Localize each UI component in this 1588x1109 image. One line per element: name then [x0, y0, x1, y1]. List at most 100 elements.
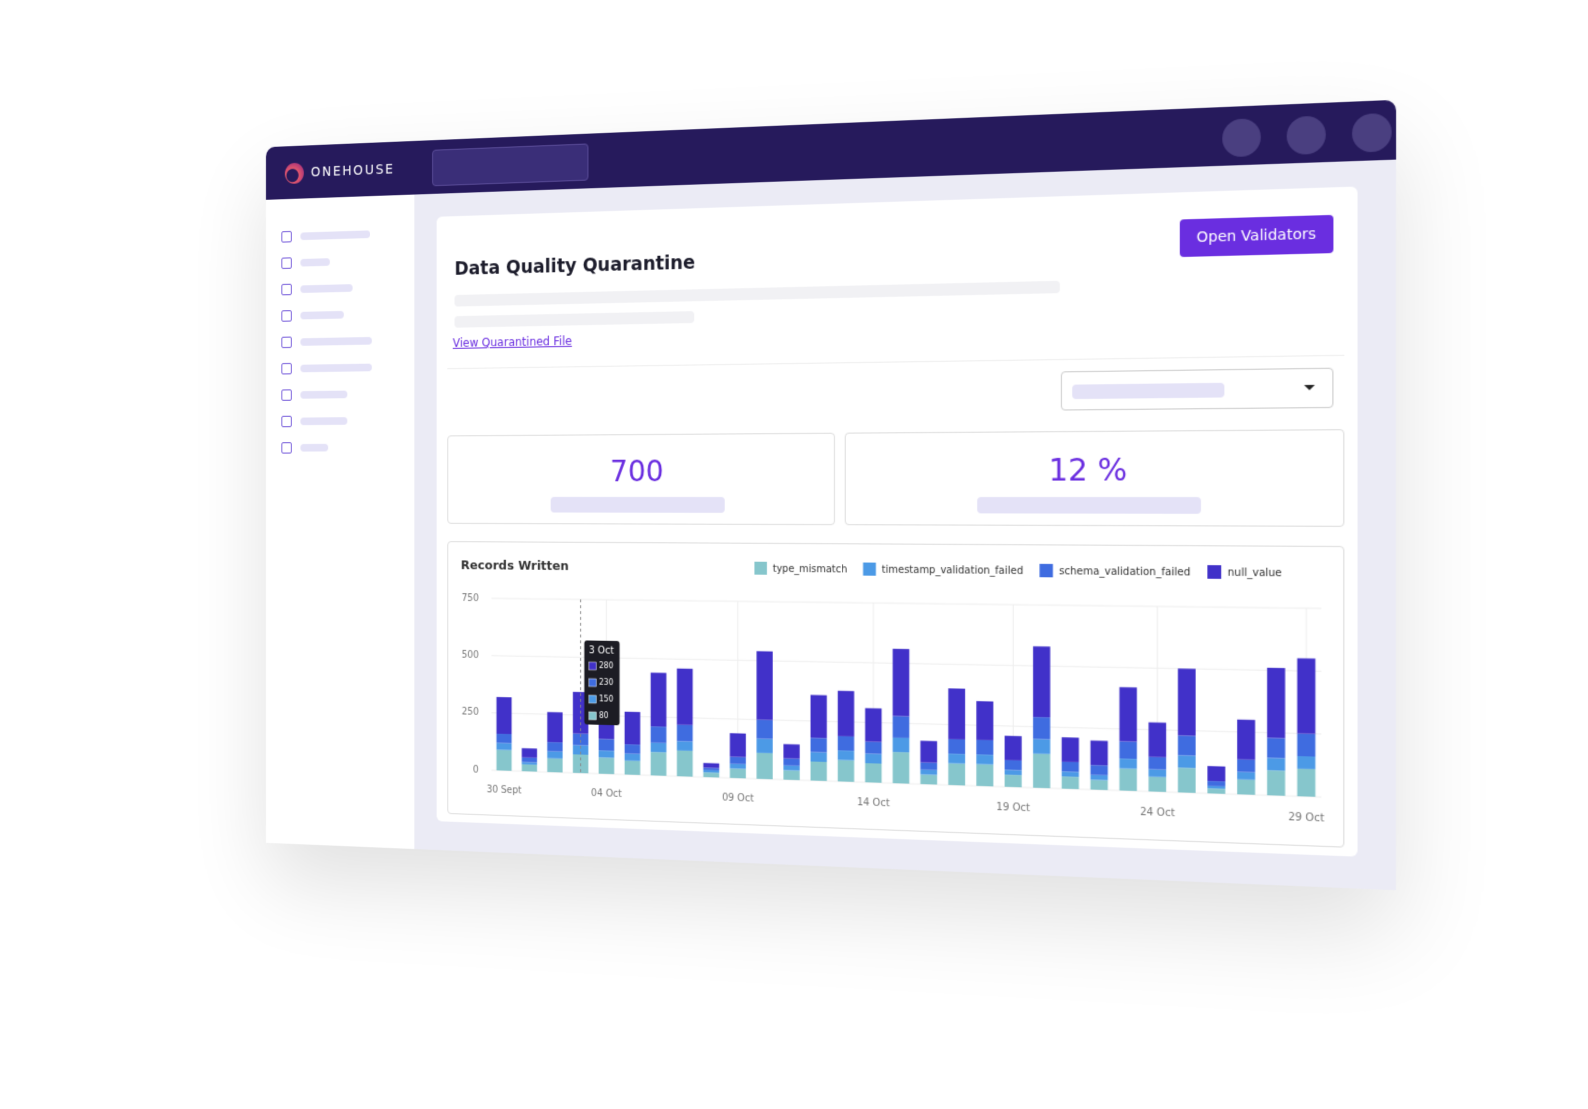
- bar-segment: [1297, 756, 1315, 769]
- tooltip-swatch: [589, 712, 596, 720]
- bar-segment: [893, 649, 910, 717]
- bar-segment: [811, 752, 827, 762]
- nav-item[interactable]: [281, 361, 414, 374]
- avatar[interactable]: [1222, 118, 1261, 157]
- bar-segment: [865, 754, 882, 764]
- x-tick-label: 24 Oct: [1140, 806, 1175, 819]
- bar-segment: [522, 762, 537, 765]
- nav-item[interactable]: [281, 281, 414, 296]
- bar-segment: [783, 770, 799, 780]
- bar-segment: [1237, 779, 1255, 795]
- bar-segment: [1267, 738, 1285, 759]
- bar-segment: [730, 764, 746, 769]
- legend-label: schema_validation_failed: [1059, 565, 1190, 578]
- bar-segment: [547, 712, 562, 742]
- bar-segment: [1090, 780, 1107, 790]
- bar-segment: [1297, 769, 1315, 797]
- sidebar: [266, 195, 414, 849]
- bar-segment: [1005, 770, 1022, 775]
- chart-panel: Records Written type_mismatch timestamp_va…: [447, 541, 1344, 848]
- avatar[interactable]: [1287, 115, 1326, 155]
- bar-segment: [893, 738, 910, 753]
- bar-segment: [625, 754, 641, 761]
- bar-segment: [757, 651, 773, 720]
- bar-segment: [703, 768, 719, 771]
- bar-segment: [677, 725, 693, 742]
- x-tick-label: 14 Oct: [857, 796, 890, 809]
- stat-value: 700: [448, 454, 834, 489]
- tooltip-value: 80: [599, 711, 609, 720]
- bar-segment: [811, 695, 827, 738]
- bar-segment: [496, 734, 511, 744]
- bar-segment: [1207, 788, 1225, 794]
- bar-segment: [1062, 737, 1079, 762]
- bar-segment: [651, 673, 667, 727]
- bar-segment: [948, 763, 965, 785]
- tooltip-value: 230: [599, 678, 613, 688]
- nav-item[interactable]: [281, 307, 414, 321]
- tooltip-swatch: [589, 662, 596, 670]
- bar-segment: [599, 750, 615, 757]
- bar-segment: [948, 754, 965, 764]
- logo[interactable]: ONEHOUSE: [285, 159, 395, 184]
- bar-segment: [625, 712, 641, 745]
- x-tick-label: 09 Oct: [722, 792, 754, 805]
- bar-segment: [677, 668, 693, 725]
- bar-segment: [920, 762, 937, 770]
- bar-segment: [920, 774, 937, 784]
- bar-segment: [547, 742, 562, 752]
- app-window: ONEHOUSE Data Quality Quarantine Open Va…: [266, 100, 1396, 890]
- bar-segment: [599, 739, 615, 751]
- stat-card: 12 %: [845, 429, 1345, 527]
- bar-segment: [1033, 739, 1050, 754]
- nav-item[interactable]: [281, 415, 414, 428]
- bar-segment: [651, 726, 667, 743]
- avatar[interactable]: [1352, 113, 1392, 153]
- nav-item[interactable]: [281, 388, 414, 401]
- search-box[interactable]: [432, 143, 588, 186]
- bar-segment: [757, 739, 773, 754]
- bar-segment: [948, 739, 965, 754]
- grid-line: [491, 598, 1321, 608]
- bar-segment: [893, 752, 910, 784]
- bar-segment: [1149, 769, 1167, 777]
- bar-segment: [522, 748, 537, 758]
- bar-segment: [757, 720, 773, 739]
- nav-item[interactable]: [281, 254, 414, 269]
- nav-item[interactable]: [281, 441, 414, 453]
- bar-segment: [1207, 766, 1225, 781]
- bar-segment: [651, 743, 667, 753]
- bar-segment: [496, 697, 511, 734]
- bar-segment: [976, 701, 993, 740]
- bar-segment: [1178, 768, 1196, 793]
- bar-segment: [920, 770, 937, 775]
- bar-segment: [1062, 762, 1079, 772]
- legend-swatch: [1040, 564, 1053, 577]
- bar-segment: [496, 743, 511, 750]
- bar-segment: [703, 772, 719, 777]
- bar-segment: [1090, 775, 1107, 780]
- bar-segment: [1297, 658, 1315, 734]
- open-validators-button[interactable]: Open Validators: [1180, 215, 1334, 257]
- top-bar: ONEHOUSE: [266, 100, 1396, 200]
- bar-segment: [1297, 734, 1315, 757]
- bar-segment: [547, 758, 562, 772]
- dropdown[interactable]: [1061, 368, 1334, 411]
- y-tick-label: 750: [462, 592, 479, 603]
- bar-segment: [811, 761, 827, 781]
- nav-item[interactable]: [281, 334, 414, 348]
- bar-segment: [1062, 771, 1079, 776]
- bar-segment: [1033, 754, 1050, 789]
- bar-segment: [625, 744, 641, 754]
- bar-segment: [1178, 735, 1196, 755]
- bar-segment: [783, 758, 799, 766]
- bar-segment: [730, 768, 746, 778]
- bar-segment: [1149, 722, 1167, 757]
- legend-label: null_value: [1228, 567, 1282, 580]
- placeholder: [455, 281, 1060, 307]
- quarantined-file-link[interactable]: View Quarantined File: [453, 334, 572, 350]
- bar-segment: [1207, 781, 1225, 787]
- bar-segment: [730, 733, 746, 757]
- x-tick-label: 19 Oct: [996, 801, 1030, 814]
- tooltip-title: 3 Oct: [589, 645, 614, 657]
